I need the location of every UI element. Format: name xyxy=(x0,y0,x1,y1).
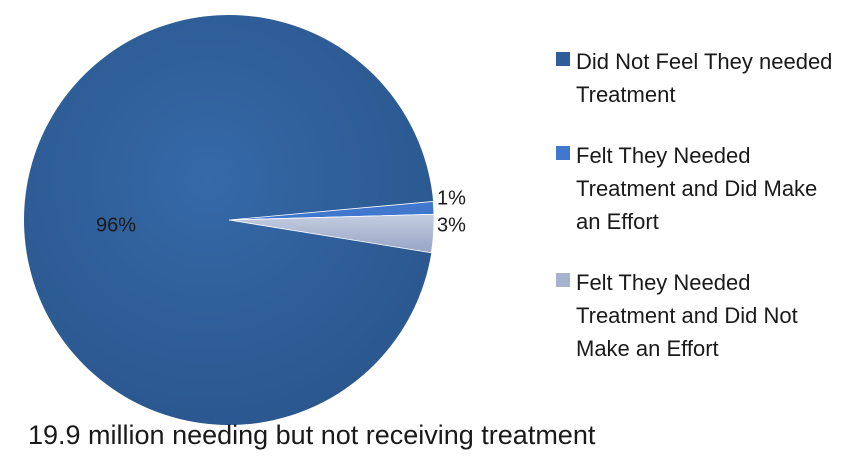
legend-swatch xyxy=(556,52,570,66)
slice-label-96: 96% xyxy=(96,214,136,236)
slice-label-3: 3% xyxy=(437,214,466,236)
legend-swatch xyxy=(556,273,570,287)
legend-label: Felt They Needed Treatment and Did Make … xyxy=(576,143,818,234)
legend-label: Felt They Needed Treatment and Did Not M… xyxy=(576,270,798,361)
legend-swatch xyxy=(556,146,570,160)
legend-item-did-not-feel: Did Not Feel They needed Treatment xyxy=(556,45,846,111)
slice-label-1: 1% xyxy=(437,187,466,209)
legend-label: Did Not Feel They needed Treatment xyxy=(576,49,833,107)
slice-did-not-make-effort xyxy=(228,213,435,254)
chart-caption: 19.9 million needing but not receiving t… xyxy=(28,420,596,450)
legend: Did Not Feel They needed Treatment Felt … xyxy=(556,45,846,393)
slice-did-not-feel xyxy=(23,14,434,425)
legend-item-did-not-make-effort: Felt They Needed Treatment and Did Not M… xyxy=(556,266,846,365)
legend-item-did-make-effort: Felt They Needed Treatment and Did Make … xyxy=(556,139,846,238)
